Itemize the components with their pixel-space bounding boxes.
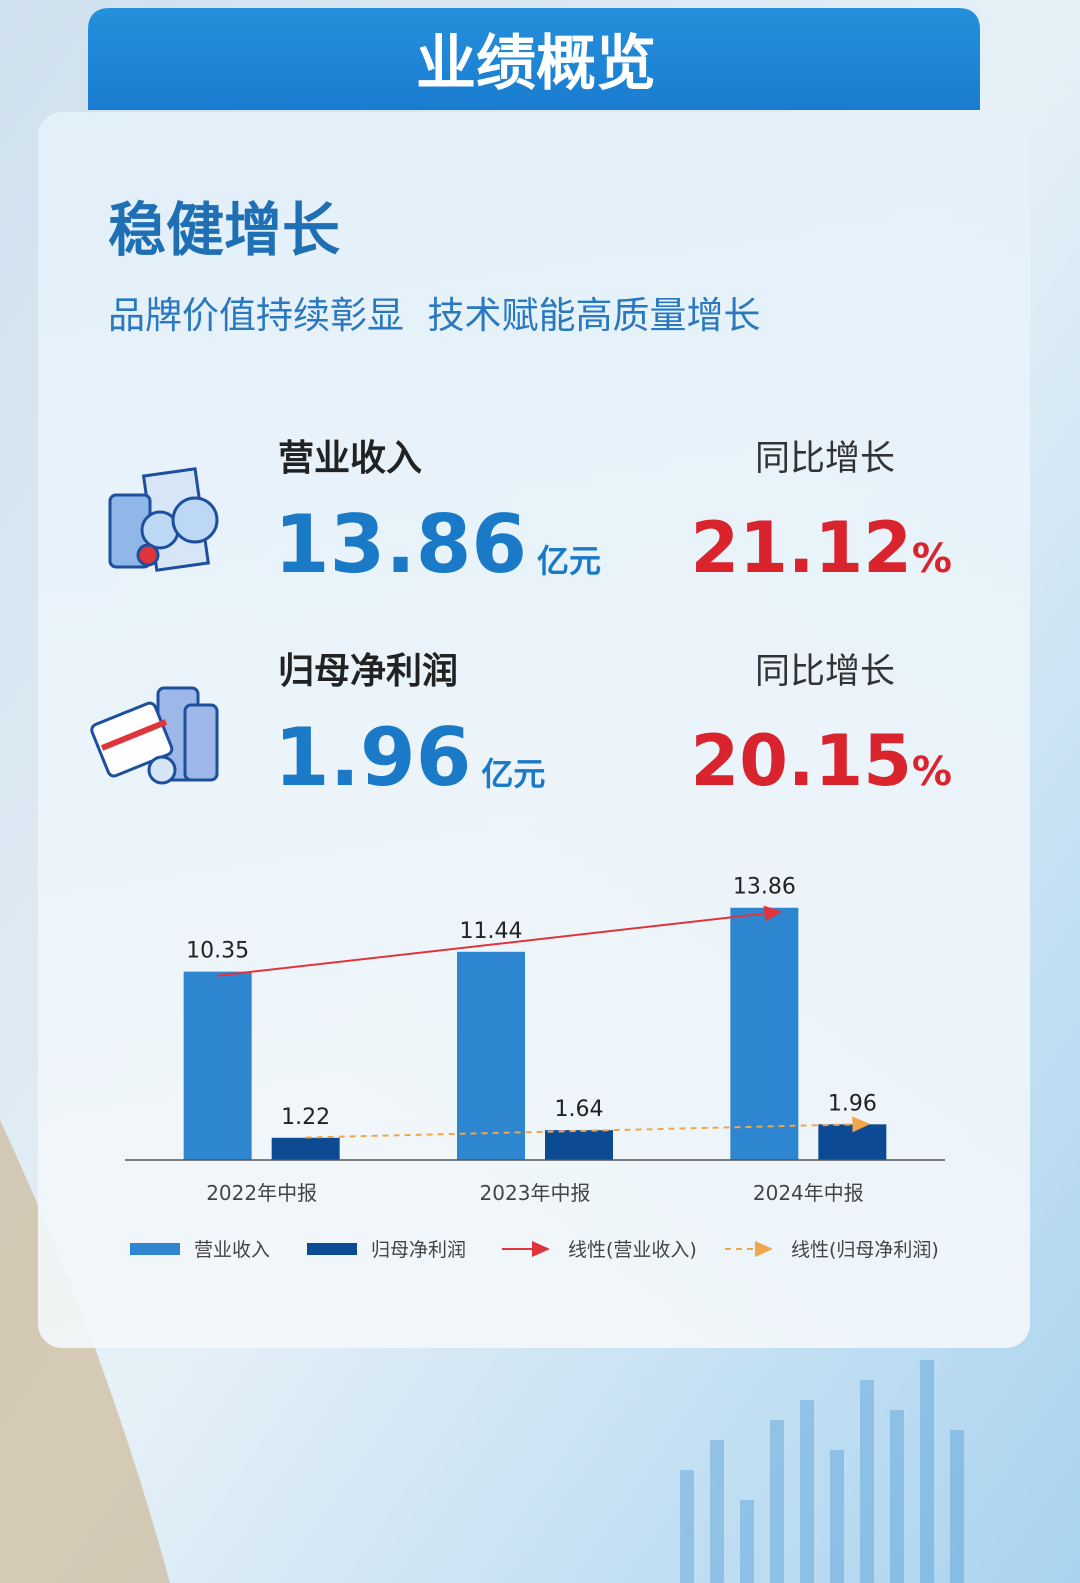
- x-tick-label: 2024年中报: [753, 1181, 864, 1205]
- trendline: [305, 1116, 871, 1139]
- data-label: 13.86: [733, 875, 796, 900]
- metric-label: 归母净利润: [278, 651, 458, 692]
- section-subtitle: 品牌价值持续彰显 技术赋能高质量增长: [108, 294, 761, 337]
- data-label: 1.96: [828, 1091, 877, 1116]
- growth-number: 21.12: [691, 507, 912, 589]
- metric-label: 营业收入: [278, 438, 422, 479]
- trendline: [217, 905, 783, 977]
- metric-unit: 亿元: [537, 542, 601, 580]
- decoration-bars: [680, 1360, 964, 1583]
- bar: [183, 971, 252, 1160]
- metric-number: 13.86: [274, 498, 527, 591]
- x-tick-label: 2023年中报: [480, 1181, 591, 1205]
- data-label: 1.64: [555, 1097, 604, 1122]
- growth-number: 20.15: [691, 720, 912, 802]
- data-label: 11.44: [460, 919, 523, 944]
- data-label: 10.35: [186, 939, 249, 964]
- legend-label: 线性(归母净利润): [791, 1239, 939, 1261]
- growth-label: 同比增长: [755, 652, 895, 692]
- bar: [457, 951, 525, 1160]
- header-title: 业绩概览: [416, 29, 656, 99]
- bar: [271, 1137, 340, 1160]
- metric-number: 1.96: [274, 711, 471, 804]
- growth-unit: %: [912, 536, 952, 582]
- profit-icon: [90, 686, 219, 785]
- bar: [818, 1124, 887, 1160]
- bar: [730, 907, 799, 1160]
- bar: [545, 1130, 613, 1160]
- growth-value: 21.12%: [691, 507, 953, 589]
- metric-unit: 亿元: [481, 755, 545, 793]
- data-label: 1.22: [281, 1105, 330, 1130]
- legend-swatch: [130, 1243, 180, 1255]
- growth-unit: %: [912, 749, 952, 795]
- revenue-icon: [108, 467, 219, 572]
- header-banner: [88, 8, 980, 110]
- legend-label: 线性(营业收入): [568, 1239, 697, 1261]
- section-title: 稳健增长: [108, 196, 340, 264]
- growth-label: 同比增长: [755, 439, 895, 479]
- legend-label: 营业收入: [194, 1239, 270, 1261]
- legend-swatch: [307, 1243, 357, 1255]
- growth-value: 20.15%: [691, 720, 953, 802]
- metric-value: 13.86 亿元: [274, 498, 601, 591]
- metric-value: 1.96 亿元: [274, 711, 545, 804]
- legend-label: 归母净利润: [371, 1239, 466, 1261]
- chart: 2022年中报 2023年中报 2024年中报 10.35 11.44 13.86 1.22…: [125, 875, 945, 1261]
- x-tick-label: 2022年中报: [206, 1181, 317, 1205]
